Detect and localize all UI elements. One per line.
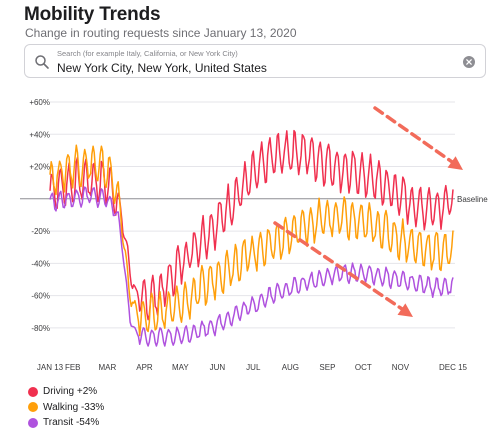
x-tick-label: JUN [210, 363, 226, 372]
trend-arrow-line [273, 221, 407, 313]
legend-item-driving[interactable]: Driving +2% [28, 384, 104, 399]
mobility-chart: +60% +40% +20% -20% -40% -60% -80% Baseline JAN … [20, 98, 488, 372]
search-icon [35, 55, 49, 69]
search-box[interactable]: Search (for example Italy, California, o… [24, 44, 486, 78]
y-tick-label: -60% [31, 292, 50, 301]
x-tick-label: MAY [172, 363, 189, 372]
search-placeholder: Search (for example Italy, California, o… [57, 49, 238, 58]
page-subtitle: Change in routing requests since January… [25, 26, 297, 40]
x-tick-label: FEB [65, 363, 81, 372]
x-tick-label: JUL [246, 363, 261, 372]
x-tick-label: DEC 15 [439, 363, 468, 372]
x-tick-label: AUG [282, 363, 299, 372]
y-tick-label: -80% [31, 324, 50, 333]
series-line-0 [49, 129, 454, 321]
baseline-label: Baseline [457, 195, 488, 204]
legend-item-transit[interactable]: Transit -54% [28, 415, 104, 430]
x-tick-label: NOV [392, 363, 410, 372]
legend-label-driving: Driving +2% [43, 386, 98, 397]
search-input[interactable]: New York City, New York, United States [57, 61, 267, 75]
legend-item-walking[interactable]: Walking -33% [28, 400, 104, 415]
x-tick-label: JAN 13 [37, 363, 64, 372]
series-line-1 [49, 144, 454, 337]
trend-arrow-head [397, 303, 413, 317]
y-tick-label: +20% [29, 163, 50, 172]
series-line-2 [49, 186, 454, 347]
y-tick-label: +60% [29, 98, 50, 107]
legend-dot-driving [28, 386, 38, 397]
trend-arrow-line [373, 106, 457, 166]
x-tick-label: MAR [99, 363, 117, 372]
clear-icon[interactable] [463, 56, 475, 68]
y-tick-label: +40% [29, 130, 50, 139]
trend-arrow-head [447, 156, 463, 170]
legend-label-walking: Walking -33% [43, 401, 105, 413]
y-tick-label: -20% [31, 227, 50, 236]
legend: Driving +2% Walking -33% Transit -54% [28, 384, 104, 431]
x-tick-label: OCT [355, 363, 372, 372]
x-tick-label: APR [136, 363, 153, 372]
legend-dot-transit [28, 417, 38, 428]
y-tick-label: -40% [31, 259, 50, 268]
page-title: Mobility Trends [24, 4, 161, 25]
x-tick-label: SEP [319, 363, 335, 372]
legend-dot-walking [28, 402, 38, 412]
legend-label-transit: Transit -54% [43, 417, 100, 428]
